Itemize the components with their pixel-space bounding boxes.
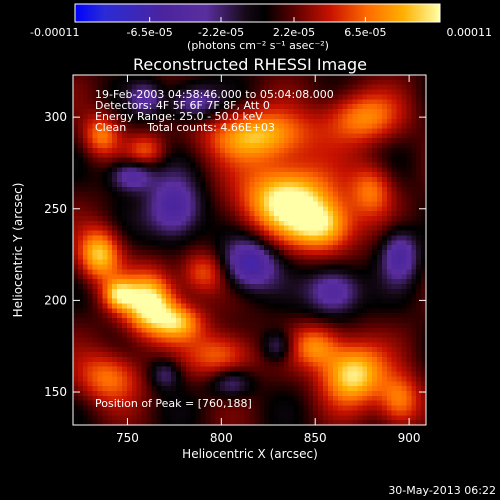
annotation-detectors: Detectors: 4F 5F 6F 7F 8F, Att 0 xyxy=(95,99,270,112)
x-tick-label: 750 xyxy=(116,431,139,445)
colorbar-tick-label: -2.2e-05 xyxy=(198,26,244,39)
colorbar-ticks: -0.00011 -6.5e-05 -2.2e-05 2.2e-05 6.5e-05 0.… xyxy=(30,17,492,39)
x-axis-label: Heliocentric X (arcsec) xyxy=(182,447,318,461)
heatmap-plot: 750 800 850 900 150 200 250 300 xyxy=(44,74,427,445)
colorbar-tick-label: 2.2e-05 xyxy=(273,26,315,39)
annotations: 19-Feb-2003 04:58:46.000 to 05:04:08.000… xyxy=(95,88,334,410)
annotation-energy-range: Energy Range: 25.0 - 50.0 keV xyxy=(95,110,263,123)
x-tick-label: 850 xyxy=(304,431,327,445)
axis-ticks: 750 800 850 900 150 200 250 300 xyxy=(44,75,426,445)
colorbar-tick-label: -0.00011 xyxy=(30,26,79,39)
colorbar-tick-label: 6.5e-05 xyxy=(344,26,386,39)
x-tick-label: 800 xyxy=(210,431,233,445)
y-tick-label: 200 xyxy=(44,293,67,307)
y-tick-label: 150 xyxy=(44,385,67,399)
colorbar: -0.00011 -6.5e-05 -2.2e-05 2.2e-05 6.5e-05 0.… xyxy=(30,3,492,52)
chart-title: Reconstructed RHESSI Image xyxy=(133,55,367,74)
annotation-peak-position: Position of Peak = [760,188] xyxy=(95,397,252,410)
plot-frame xyxy=(72,74,427,426)
heatmap-image xyxy=(73,75,426,425)
colorbar-tick-label: 0.00011 xyxy=(447,26,493,39)
colorbar-gradient xyxy=(74,3,441,23)
generation-date: 30-May-2013 06:22 xyxy=(388,484,496,497)
annotation-clean-total-counts: Clean Total counts: 4.66E+03 xyxy=(95,121,275,134)
y-axis-label: Heliocentric Y (arcsec) xyxy=(11,183,25,318)
y-tick-label: 300 xyxy=(44,110,67,124)
y-tick-label: 250 xyxy=(44,202,67,216)
annotation-time-range: 19-Feb-2003 04:58:46.000 to 05:04:08.000 xyxy=(95,88,334,101)
x-tick-label: 900 xyxy=(398,431,421,445)
colorbar-unit-label: (photons cm⁻² s⁻¹ asec⁻²) xyxy=(187,39,329,52)
colorbar-tick-label: -6.5e-05 xyxy=(127,26,173,39)
